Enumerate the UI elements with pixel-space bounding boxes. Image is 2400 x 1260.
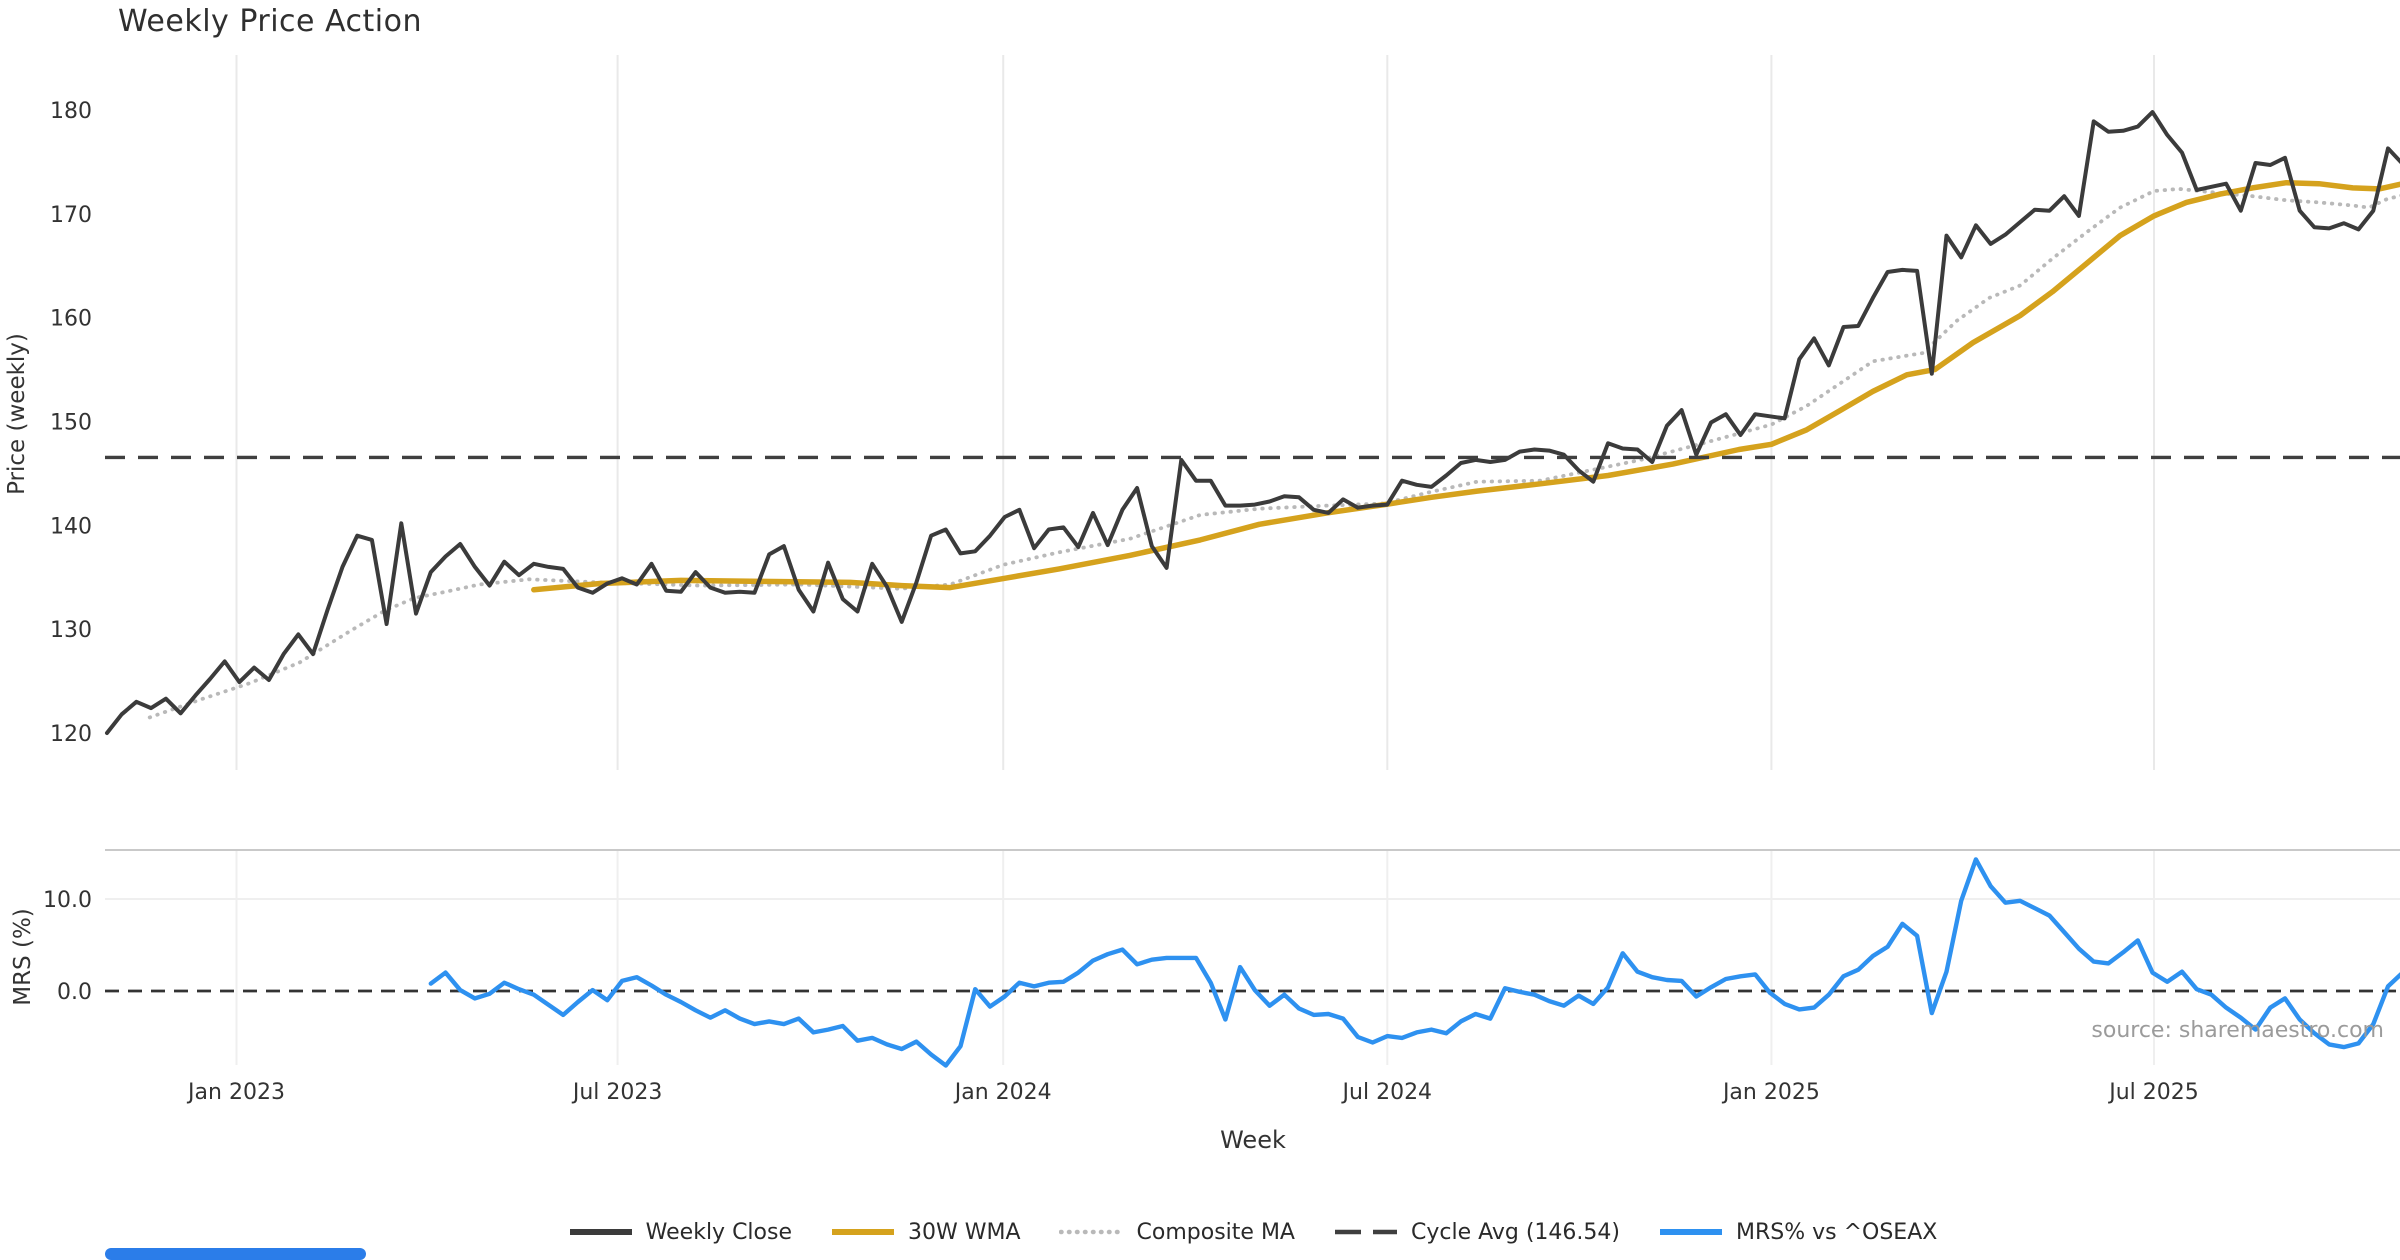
x-tick-label: Jul 2023 (571, 1080, 663, 1105)
price-y-tick-label: 120 (50, 722, 92, 747)
legend-label: Composite MA (1136, 1219, 1295, 1245)
composite-ma-line (147, 186, 2400, 720)
legend-item-weekly_close: Weekly Close (568, 1220, 792, 1245)
x-tick-label: Jan 2024 (953, 1080, 1052, 1105)
legend-label: MRS% vs ^OSEAX (1735, 1219, 1938, 1245)
mrs-y-tick-label: 10.0 (43, 888, 92, 913)
mrs-line (428, 857, 2400, 1068)
legend-item-wma: 30W WMA (830, 1220, 1021, 1245)
x-tick-label: Jan 2023 (186, 1080, 285, 1105)
x-tick-label: Jul 2025 (2107, 1080, 2199, 1105)
mrs-y-tick-label: 0.0 (57, 980, 92, 1005)
mrs-axis-label: MRS (%) (10, 908, 36, 1006)
mrs-legend-swatch (1659, 1229, 1722, 1235)
chart-title: Weekly Price Action (118, 4, 422, 39)
source-watermark: source: sharemaestro.com (2091, 1018, 2384, 1043)
chart-legend: Weekly Close 30W WMA Composite MA Cycle Avg… (105, 1212, 2400, 1252)
wma-legend-swatch (832, 1229, 895, 1235)
composite-legend-swatch (1058, 1229, 1125, 1235)
price-axis-label: Price (weekly) (4, 333, 30, 495)
cycle_avg-legend-swatch (1334, 1229, 1397, 1235)
bottom-scrollbar-thumb[interactable] (105, 1248, 366, 1260)
legend-label: Weekly Close (645, 1219, 793, 1245)
legend-label: 30W WMA (908, 1219, 1021, 1245)
weekly_close-legend-swatch (569, 1229, 632, 1235)
price-y-tick-label: 150 (50, 410, 92, 435)
legend-item-mrs: MRS% vs ^OSEAX (1658, 1220, 1937, 1245)
price-y-tick-label: 170 (50, 203, 92, 228)
legend-label: Cycle Avg (146.54) (1410, 1219, 1620, 1245)
legend-item-cycle_avg: Cycle Avg (146.54) (1333, 1220, 1620, 1245)
price-y-tick-label: 140 (50, 514, 92, 539)
legend-item-composite: Composite MA (1058, 1219, 1295, 1245)
price-y-tick-label: 180 (50, 99, 92, 124)
weekly-close-line (105, 110, 2400, 735)
x-tick-label: Jan 2025 (1721, 1080, 1820, 1105)
x-tick-label: Jul 2024 (1341, 1080, 1433, 1105)
wma-30w-line (531, 179, 2400, 593)
price-y-tick-label: 160 (50, 307, 92, 332)
week-axis-label: Week (1220, 1126, 1286, 1154)
price-y-tick-label: 130 (50, 618, 92, 643)
